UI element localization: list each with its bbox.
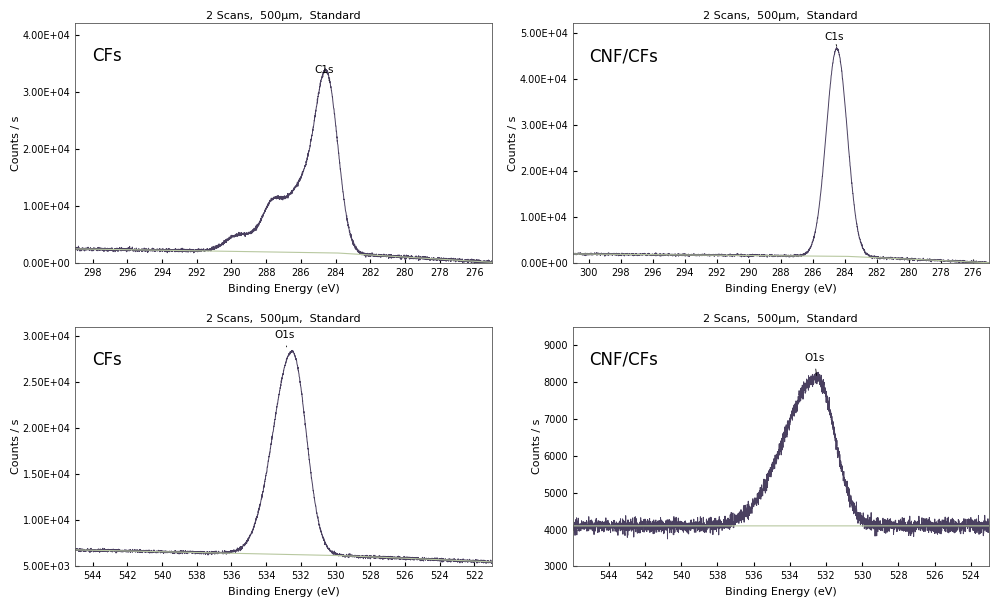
Title: 2 Scans,  500μm,  Standard: 2 Scans, 500μm, Standard [703, 314, 858, 325]
Text: C1s: C1s [315, 64, 334, 81]
X-axis label: Binding Energy (eV): Binding Energy (eV) [725, 587, 837, 597]
X-axis label: Binding Energy (eV): Binding Energy (eV) [228, 283, 339, 294]
Title: 2 Scans,  500μm,  Standard: 2 Scans, 500μm, Standard [703, 11, 858, 21]
Y-axis label: Counts / s: Counts / s [508, 116, 518, 171]
X-axis label: Binding Energy (eV): Binding Energy (eV) [725, 283, 837, 294]
Text: C1s: C1s [824, 32, 843, 46]
Y-axis label: Counts / s: Counts / s [11, 419, 21, 474]
Y-axis label: Counts / s: Counts / s [11, 116, 21, 171]
Text: CNF/CFs: CNF/CFs [589, 47, 658, 65]
Text: O1s: O1s [275, 330, 295, 347]
Text: CNF/CFs: CNF/CFs [589, 351, 658, 368]
Text: CFs: CFs [92, 47, 122, 65]
Text: O1s: O1s [804, 353, 825, 376]
Title: 2 Scans,  500μm,  Standard: 2 Scans, 500μm, Standard [206, 314, 361, 325]
Title: 2 Scans,  500μm,  Standard: 2 Scans, 500μm, Standard [206, 11, 361, 21]
Y-axis label: Counts / s: Counts / s [532, 419, 542, 474]
X-axis label: Binding Energy (eV): Binding Energy (eV) [228, 587, 339, 597]
Text: CFs: CFs [92, 351, 122, 368]
